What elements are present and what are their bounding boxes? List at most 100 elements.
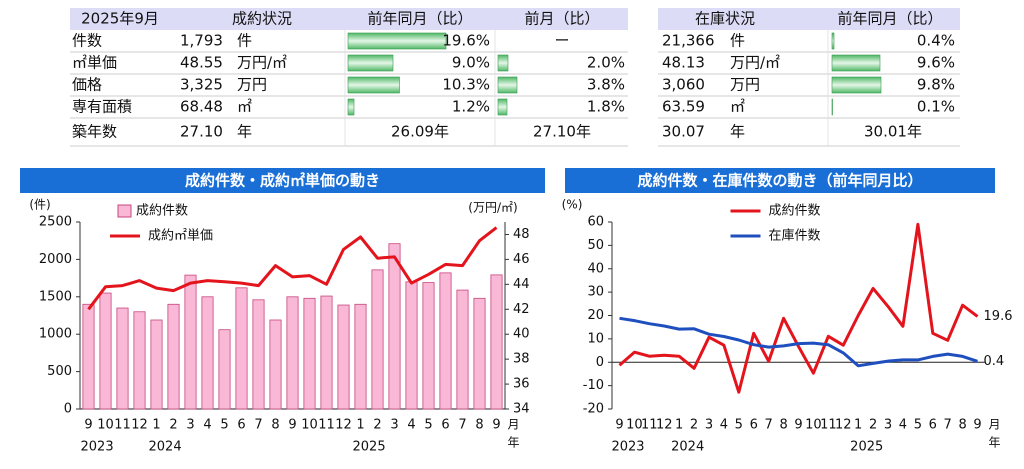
cell-percent: 0.4%	[917, 32, 955, 50]
y-tick-label: 60	[587, 215, 604, 230]
x-tick-label: 3	[884, 418, 892, 433]
cell-percent: 10.3%	[442, 76, 490, 94]
y2-unit: (万円/㎡)	[468, 201, 517, 215]
row-value: 68.48	[180, 98, 223, 116]
x-tick-label: 6	[441, 418, 449, 433]
x-tick-label: 3	[705, 418, 713, 433]
x-unit-year: 年	[507, 436, 519, 450]
bar	[116, 307, 129, 410]
table-header: 在庫状況	[695, 10, 755, 28]
bar	[133, 311, 146, 410]
cell-bar	[831, 98, 833, 116]
legend-label: 成約件数	[136, 204, 188, 219]
bar	[490, 274, 503, 410]
bar	[422, 282, 435, 410]
x-tick-label: 3	[186, 418, 194, 433]
x-tick-label: 9	[973, 418, 981, 433]
table-header-bg	[70, 8, 628, 30]
line-series	[619, 316, 978, 368]
y-tick-label: 20	[587, 308, 604, 323]
x-tick-label: 10	[97, 418, 114, 433]
cell-text: 30.01年	[864, 123, 922, 141]
bar	[235, 287, 248, 410]
row-unit: 万円	[237, 76, 267, 94]
x-tick-label: 12	[656, 418, 673, 433]
table-header: 前月（比）	[524, 10, 599, 28]
cell-text: 26.09年	[391, 123, 449, 141]
line-series	[87, 226, 498, 311]
bar	[99, 292, 112, 410]
x-tick-label: 2	[869, 418, 877, 433]
legend-label: 在庫件数	[769, 229, 821, 244]
table-header: 成約状況	[232, 10, 292, 28]
chart-title: 成約件数・在庫件数の動き（前年同月比）	[637, 172, 922, 190]
row-value: 27.10	[180, 123, 223, 141]
y-tick-label: -10	[583, 378, 604, 393]
x-tick-label: 1	[854, 418, 862, 433]
year-label: 2023	[81, 440, 114, 455]
bar	[371, 269, 384, 410]
x-tick-label: 5	[424, 418, 432, 433]
x-tick-label: 6	[237, 418, 245, 433]
x-tick-label: 1	[675, 418, 683, 433]
end-label: 0.4	[984, 354, 1005, 369]
bar	[405, 281, 418, 410]
cell-bar	[347, 76, 400, 94]
row-unit: 年	[237, 123, 252, 141]
x-tick-label: 4	[407, 418, 415, 433]
y-tick-label: -20	[583, 402, 604, 417]
x-tick-label: 10	[626, 418, 643, 433]
y2-tick-label: 40	[513, 327, 530, 342]
year-label: 2025	[850, 440, 883, 455]
year-label: 2025	[353, 440, 386, 455]
cell-percent: 1.2%	[452, 98, 490, 116]
cell-text: 27.10年	[533, 123, 591, 141]
cell-bar	[831, 32, 835, 50]
x-tick-label: 9	[84, 418, 92, 433]
bar	[269, 319, 282, 410]
cell-percent: 9.8%	[917, 76, 955, 94]
y-unit: (%)	[562, 198, 583, 212]
y2-tick-label: 48	[513, 227, 530, 242]
bar	[320, 295, 333, 410]
chart-title: 成約件数・成約㎡単価の動き	[185, 172, 380, 190]
y-unit: (件)	[29, 198, 50, 212]
legend-label: 成約件数	[769, 204, 821, 219]
row-value: 21,366	[662, 32, 715, 50]
x-tick-label: 10	[805, 418, 822, 433]
cell-bar	[497, 54, 509, 72]
x-tick-label: 11	[820, 418, 837, 433]
bar	[456, 289, 469, 410]
bar	[303, 297, 316, 410]
bar	[354, 303, 367, 410]
y2-tick-label: 42	[513, 302, 530, 317]
y2-tick-label: 36	[513, 377, 530, 392]
row-unit: ㎡	[237, 98, 252, 116]
row-value: 48.13	[662, 54, 705, 72]
x-tick-label: 4	[899, 418, 907, 433]
x-tick-label: 9	[615, 418, 623, 433]
x-tick-label: 9	[288, 418, 296, 433]
x-unit-month: 月	[507, 418, 519, 432]
bar	[167, 303, 180, 410]
cell-bar	[347, 32, 447, 50]
x-unit-year: 年	[989, 436, 1001, 450]
bar	[252, 299, 265, 410]
x-tick-label: 2	[690, 418, 698, 433]
x-tick-label: 1	[152, 418, 160, 433]
row-label: 価格	[72, 76, 102, 94]
row-label: 築年数	[72, 123, 117, 141]
row-unit: 万円/㎡	[730, 54, 780, 72]
row-label: ㎡単価	[72, 54, 117, 72]
row-value: 1,793	[180, 32, 223, 50]
cell-bar	[347, 98, 355, 116]
legend-label: 成約㎡単価	[148, 228, 213, 244]
y-tick-label: 50	[587, 238, 604, 253]
cell-percent: 9.6%	[917, 54, 955, 72]
x-tick-label: 10	[301, 418, 318, 433]
cell-bar	[497, 98, 508, 116]
bar	[286, 296, 299, 410]
table-header: 2025年9月	[81, 10, 159, 28]
y-tick-label: 2500	[39, 215, 72, 230]
